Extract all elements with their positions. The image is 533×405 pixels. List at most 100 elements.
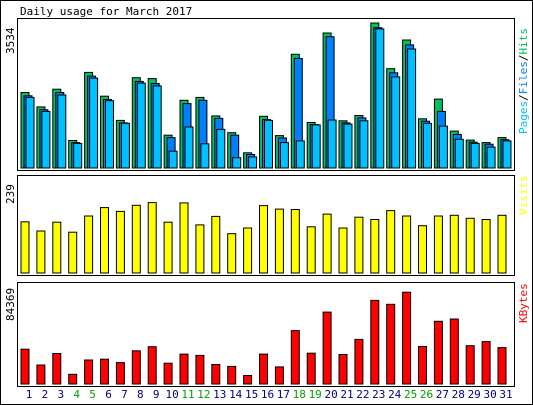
- bar-visits-day-14: [227, 233, 237, 274]
- bar-pages-day-21: [343, 123, 353, 169]
- x-tick-day-21: 21: [340, 388, 353, 401]
- bar-kbytes-day-17: [274, 366, 284, 385]
- bar-kbytes-day-16: [259, 353, 268, 385]
- bar-visits-day-6: [100, 207, 109, 274]
- bar-pages-day-5: [89, 77, 99, 169]
- bar-pages-day-2: [41, 110, 51, 169]
- bar-pages-day-7: [120, 122, 130, 169]
- x-axis-labels: 1 2 3 4 5 6 7 8 9 10 11 12 13 14 15 16 17 18 19 20 21 22 23 24 2…: [26, 388, 513, 401]
- bar-kbytes-day-28: [449, 318, 459, 385]
- bar-visits-day-30: [481, 219, 491, 274]
- bar-visits-day-15: [243, 227, 253, 274]
- bar-pages-day-15: [248, 156, 258, 169]
- bar-pages-day-3: [57, 94, 67, 169]
- legend-separator: /: [517, 55, 530, 62]
- bar-visits-day-5: [84, 215, 94, 274]
- bar-visits-day-25: [402, 215, 412, 274]
- bar-pages-day-10: [168, 150, 178, 169]
- bar-pages-day-23: [375, 28, 385, 169]
- x-tick-day-30: 30: [483, 388, 496, 401]
- bar-kbytes-day-10: [163, 362, 173, 385]
- bar-pages-day-16: [264, 119, 273, 169]
- bar-visits-day-22: [354, 216, 364, 274]
- legend-pages: Pages: [517, 101, 530, 134]
- x-tick-day-23: 23: [372, 388, 385, 401]
- legend-hits: Hits: [517, 28, 530, 55]
- bar-visits-day-1: [20, 221, 30, 274]
- x-tick-day-10: 10: [165, 388, 178, 401]
- x-tick-day-8: 8: [137, 388, 144, 401]
- bar-visits-day-28: [449, 214, 459, 274]
- x-tick-day-31: 31: [499, 388, 512, 401]
- bar-pages-day-18: [295, 140, 305, 169]
- bar-kbytes-day-4: [68, 373, 78, 385]
- bar-pages-day-19: [311, 124, 321, 169]
- bar-visits-day-16: [259, 205, 268, 274]
- bar-kbytes-day-30: [481, 341, 491, 385]
- x-tick-day-24: 24: [388, 388, 402, 401]
- bar-visits-day-19: [306, 226, 316, 274]
- bar-pages-day-31: [502, 140, 512, 169]
- bar-visits-day-27: [433, 215, 443, 274]
- bar-pages-day-26: [423, 122, 432, 169]
- bar-kbytes-day-2: [36, 364, 46, 385]
- bar-kbytes-day-9: [147, 346, 157, 385]
- bar-kbytes-day-23: [370, 299, 380, 385]
- bar-visits-day-13: [211, 215, 221, 274]
- bars-layer: [20, 22, 512, 385]
- bar-visits-day-8: [131, 204, 141, 274]
- bar-pages-day-4: [73, 142, 83, 169]
- x-tick-day-18: 18: [293, 388, 306, 401]
- bar-visits-day-21: [338, 227, 348, 274]
- x-tick-day-15: 15: [245, 388, 258, 401]
- bar-kbytes-day-20: [322, 311, 332, 385]
- bar-kbytes-day-1: [20, 348, 30, 385]
- bar-pages-day-24: [391, 76, 401, 169]
- bar-kbytes-day-21: [338, 354, 348, 385]
- panel-pages-ymax-label: 3534: [4, 27, 17, 54]
- bar-pages-day-27: [438, 125, 448, 169]
- x-tick-day-13: 13: [213, 388, 226, 401]
- x-tick-day-14: 14: [229, 388, 243, 401]
- bar-kbytes-day-22: [354, 338, 364, 385]
- x-tick-day-26: 26: [420, 388, 433, 401]
- bar-kbytes-day-7: [115, 362, 125, 385]
- bar-pages-day-30: [486, 146, 496, 169]
- legend-visits: Visits: [517, 175, 530, 215]
- x-tick-day-19: 19: [309, 388, 322, 401]
- bar-pages-day-1: [25, 96, 35, 169]
- bar-pages-day-14: [232, 157, 242, 169]
- x-tick-day-25: 25: [404, 388, 417, 401]
- bar-pages-day-13: [216, 128, 226, 169]
- bar-visits-day-17: [274, 208, 284, 274]
- bar-kbytes-day-19: [306, 352, 316, 385]
- legend-pages-files-hits: Pages/Files/Hits: [517, 28, 530, 134]
- x-tick-day-9: 9: [153, 388, 160, 401]
- x-tick-day-7: 7: [121, 388, 128, 401]
- bar-visits-day-24: [386, 210, 396, 274]
- bar-kbytes-day-11: [179, 353, 189, 385]
- bar-kbytes-day-29: [465, 345, 475, 385]
- x-tick-day-22: 22: [356, 388, 369, 401]
- bar-pages-day-20: [327, 119, 337, 169]
- bar-kbytes-day-13: [211, 364, 221, 385]
- bar-kbytes-day-12: [195, 354, 205, 385]
- bar-kbytes-day-27: [433, 320, 443, 385]
- x-tick-day-11: 11: [181, 388, 194, 401]
- x-tick-day-12: 12: [197, 388, 210, 401]
- x-tick-day-5: 5: [89, 388, 96, 401]
- bar-visits-day-9: [147, 202, 157, 274]
- x-tick-day-6: 6: [105, 388, 112, 401]
- bar-visits-day-11: [179, 202, 189, 274]
- bar-visits-day-20: [322, 213, 332, 274]
- x-tick-day-17: 17: [277, 388, 290, 401]
- bar-kbytes-day-14: [227, 365, 237, 385]
- bar-pages-day-25: [407, 48, 417, 169]
- bar-visits-day-12: [195, 224, 205, 274]
- panel-kbytes-ymax-label: 84369: [4, 288, 17, 321]
- x-tick-day-29: 29: [468, 388, 481, 401]
- bar-pages-day-8: [136, 82, 146, 169]
- bar-visits-day-23: [370, 219, 380, 274]
- bar-pages-day-17: [279, 142, 289, 169]
